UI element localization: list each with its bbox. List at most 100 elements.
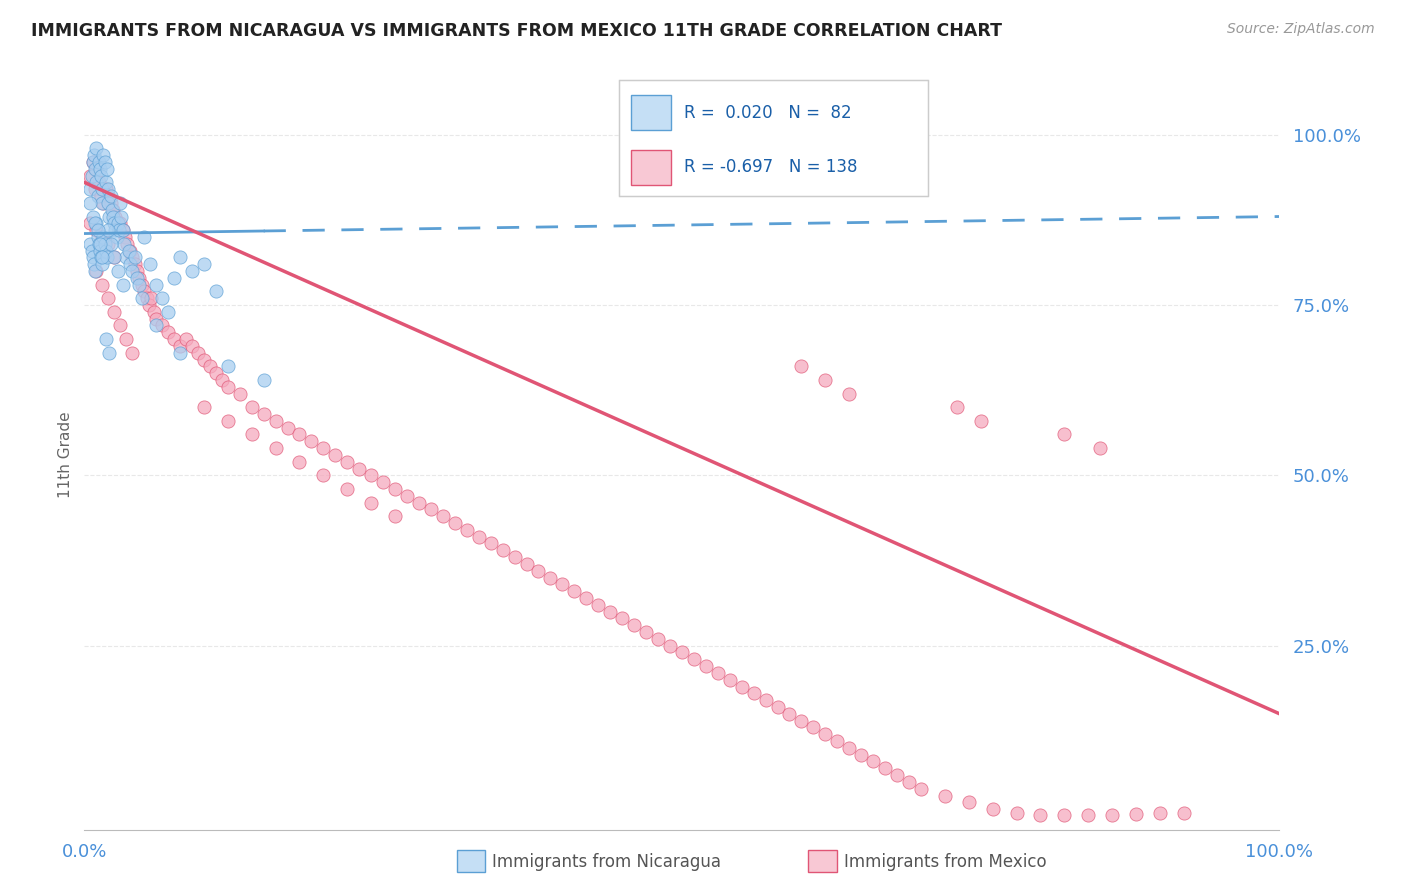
Point: [217, 359, 239, 374]
Point: [91, 195, 114, 210]
Point: [814, 727, 837, 741]
Point: [111, 223, 134, 237]
Point: [384, 482, 406, 496]
Point: [875, 761, 897, 775]
Point: [96, 161, 118, 176]
Point: [97, 195, 120, 210]
Point: [84, 182, 107, 196]
Point: [862, 755, 884, 769]
Point: [432, 509, 454, 524]
Point: [240, 427, 263, 442]
Text: Source: ZipAtlas.com: Source: ZipAtlas.com: [1227, 22, 1375, 37]
Point: [1149, 806, 1171, 821]
Point: [103, 251, 125, 265]
Point: [86, 141, 108, 155]
Point: [898, 775, 921, 789]
Point: [132, 285, 156, 299]
Point: [217, 414, 239, 428]
Point: [121, 345, 143, 359]
Point: [100, 236, 122, 251]
Point: [145, 318, 167, 333]
Point: [1125, 806, 1147, 821]
Point: [103, 216, 125, 230]
Point: [86, 216, 108, 230]
Point: [157, 326, 180, 340]
Point: [205, 285, 228, 299]
Point: [612, 611, 634, 625]
Point: [93, 148, 115, 162]
Point: [229, 386, 252, 401]
Point: [80, 244, 103, 258]
Point: [1090, 441, 1112, 455]
Point: [396, 489, 419, 503]
Point: [79, 216, 101, 230]
Point: [814, 373, 837, 387]
Point: [910, 781, 932, 796]
Point: [124, 257, 146, 271]
Point: [527, 564, 550, 578]
Point: [163, 270, 186, 285]
Point: [107, 216, 129, 230]
Point: [683, 652, 706, 666]
Point: [105, 230, 128, 244]
Point: [288, 455, 311, 469]
Point: [89, 236, 111, 251]
Point: [647, 632, 669, 646]
Point: [86, 223, 108, 237]
Point: [731, 680, 754, 694]
Point: [516, 557, 538, 571]
Point: [288, 427, 311, 442]
Point: [115, 251, 138, 265]
Point: [468, 530, 491, 544]
Point: [94, 182, 117, 196]
Point: [623, 618, 645, 632]
Point: [98, 345, 121, 359]
Point: [111, 277, 134, 292]
Point: [588, 598, 610, 612]
Point: [114, 230, 136, 244]
Point: [90, 189, 112, 203]
Point: [1029, 807, 1052, 822]
Point: [360, 468, 382, 483]
Point: [117, 244, 139, 258]
Point: [97, 236, 120, 251]
Point: [742, 686, 765, 700]
Point: [101, 210, 124, 224]
Point: [138, 298, 160, 312]
Point: [169, 339, 191, 353]
Point: [277, 420, 299, 434]
Point: [108, 223, 131, 237]
Point: [671, 645, 693, 659]
Point: [981, 802, 1004, 816]
Point: [103, 251, 125, 265]
Point: [97, 182, 120, 196]
Point: [373, 475, 395, 490]
Point: [135, 291, 157, 305]
Point: [886, 768, 908, 782]
Point: [87, 176, 110, 190]
Point: [82, 210, 104, 224]
Point: [1101, 807, 1123, 822]
Point: [118, 257, 141, 271]
Point: [349, 461, 371, 475]
Y-axis label: 11th Grade: 11th Grade: [58, 411, 73, 499]
Point: [575, 591, 598, 605]
Point: [205, 366, 228, 380]
Point: [125, 270, 148, 285]
Point: [79, 195, 101, 210]
Point: [217, 380, 239, 394]
Point: [86, 264, 108, 278]
Point: [90, 251, 112, 265]
Point: [384, 509, 406, 524]
Point: [420, 502, 443, 516]
Point: [163, 332, 186, 346]
Point: [946, 401, 969, 415]
Point: [91, 182, 114, 196]
Point: [503, 550, 526, 565]
Point: [93, 155, 115, 169]
Point: [89, 161, 111, 176]
Text: R = -0.697   N = 138: R = -0.697 N = 138: [683, 158, 858, 177]
Point: [97, 189, 120, 203]
Point: [301, 434, 323, 449]
Point: [80, 169, 103, 183]
